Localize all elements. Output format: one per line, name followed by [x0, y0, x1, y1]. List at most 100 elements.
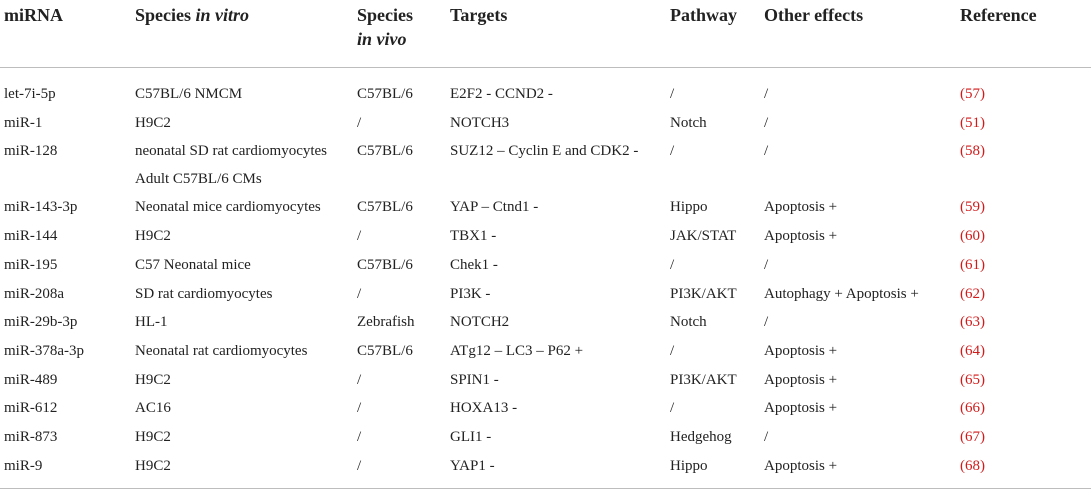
cell-mirna: miR-144 [4, 228, 58, 245]
cell-targets: E2F2 - CCND2 - [450, 86, 553, 102]
table-row: miR-1 H9C2 / NOTCH3 Notch / (51) [0, 114, 1091, 142]
cell-reference: (65) [960, 371, 985, 388]
table-row: miR-144 H9C2 / TBX1 - JAK/STAT Apoptosis + (60… [0, 227, 1091, 255]
cell-mirna: miR-128 [4, 143, 58, 160]
cell-pathway: / [670, 400, 675, 417]
cell-pathway: Hedgehog [670, 429, 732, 445]
cell-targets: NOTCH2 [450, 314, 510, 331]
table-row: miR-143-3p Neonatal mice cardiomyocytes C5… [0, 198, 1091, 226]
header-other-effects: Other effects [764, 5, 864, 25]
cell-targets: YAP1 - [450, 457, 495, 474]
cell-species-in-vitro: HL-1 [135, 314, 168, 331]
cell-pathway: Hippo [670, 457, 708, 474]
cell-mirna: miR-208a [4, 285, 64, 302]
header-pathway: Pathway [670, 5, 737, 25]
cell-reference: (62) [960, 285, 985, 302]
cell-pathway: / [670, 86, 675, 102]
cell-mirna: miR-612 [4, 400, 58, 417]
cell-species-in-vivo: / [357, 429, 362, 445]
cell-species-in-vitro: C57 Neonatal mice [135, 256, 251, 273]
cell-other-effects: / [764, 429, 769, 445]
cell-other-effects: Apoptosis + [764, 400, 838, 417]
cell-targets: SUZ12 – Cyclin E and CDK2 - [450, 143, 639, 160]
cell-targets: Chek1 - [450, 256, 498, 273]
cell-other-effects: Apoptosis + [764, 371, 838, 388]
cell-targets: PI3K - [450, 285, 491, 302]
table-row: miR-128 neonatal SD rat cardiomyocytes C57… [0, 142, 1091, 187]
cell-mirna: let-7i-5p [4, 86, 56, 102]
cell-species-in-vitro-line2: Adult C57BL/6 CMs [135, 171, 262, 188]
cell-mirna: miR-29b-3p [4, 314, 78, 331]
cell-pathway: PI3K/AKT [670, 371, 737, 388]
cell-pathway: JAK/STAT [670, 228, 737, 245]
cell-species-in-vivo: / [357, 457, 362, 474]
cell-species-in-vitro: H9C2 [135, 228, 171, 245]
cell-mirna: miR-489 [4, 371, 58, 388]
cell-reference: (66) [960, 400, 985, 417]
cell-targets: TBX1 - [450, 228, 497, 245]
cell-other-effects: / [764, 314, 769, 331]
cell-reference: (59) [960, 199, 985, 216]
cell-reference: (60) [960, 228, 985, 245]
cell-species-in-vitro: H9C2 [135, 371, 171, 388]
cell-reference: (64) [960, 342, 985, 359]
cell-targets: YAP – Ctnd1 - [450, 199, 539, 216]
cell-targets: ATg12 – LC3 – P62 + [450, 342, 584, 359]
cell-mirna: miR-9 [4, 457, 43, 474]
cell-other-effects: / [764, 256, 769, 273]
cell-reference: (58) [960, 143, 985, 160]
cell-species-in-vivo: / [357, 371, 362, 388]
cell-mirna: miR-873 [4, 429, 58, 445]
cell-species-in-vitro: Neonatal rat cardiomyocytes [135, 342, 308, 359]
cell-reference: (51) [960, 114, 985, 131]
cell-species-in-vitro: C57BL/6 NMCM [135, 86, 243, 102]
table-row: miR-9 H9C2 / YAP1 - Hippo Apoptosis + (68) [0, 457, 1091, 485]
table-header: miRNA Species in vitro Species in vivo Ta… [0, 0, 1091, 68]
header-reference: Reference [960, 5, 1037, 25]
cell-species-in-vitro: H9C2 [135, 114, 171, 131]
table-row: miR-195 C57 Neonatal mice C57BL/6 Chek1 - / /… [0, 256, 1091, 284]
cell-pathway: Notch [670, 114, 707, 131]
cell-species-in-vivo: / [357, 285, 362, 302]
table-row: let-7i-5p C57BL/6 NMCM C57BL/6 E2F2 - CCND2… [0, 85, 1091, 113]
cell-targets: SPIN1 - [450, 371, 499, 388]
cell-species-in-vitro: H9C2 [135, 429, 171, 445]
cell-species-in-vivo: C57BL/6 [357, 199, 413, 216]
cell-reference: (63) [960, 314, 985, 331]
table-row: miR-612 AC16 / HOXA13 - / Apoptosis + (66) [0, 399, 1091, 427]
cell-reference: (67) [960, 429, 985, 445]
cell-other-effects: / [764, 114, 769, 131]
header-species-in-vivo: Species in vivo [357, 5, 413, 49]
cell-other-effects: Apoptosis + [764, 342, 838, 359]
cell-targets: GLI1 - [450, 429, 492, 445]
header-rule [0, 67, 1091, 68]
cell-mirna: miR-143-3p [4, 199, 78, 216]
cell-species-in-vivo: C57BL/6 [357, 342, 413, 359]
cell-pathway: / [670, 342, 675, 359]
cell-targets: NOTCH3 [450, 114, 510, 131]
cell-species-in-vivo: / [357, 400, 362, 417]
cell-reference: (57) [960, 86, 985, 102]
cell-species-in-vivo: C57BL/6 [357, 143, 413, 160]
cell-species-in-vitro: Neonatal mice cardiomyocytes [135, 199, 321, 216]
cell-species-in-vivo: / [357, 114, 362, 131]
table-row: miR-208a SD rat cardiomyocytes / PI3K - PI3K… [0, 285, 1091, 313]
header-species-in-vitro: Species in vitro [135, 5, 250, 25]
header-mirna: miRNA [4, 5, 63, 25]
cell-other-effects: Apoptosis + [764, 228, 838, 245]
header-targets: Targets [450, 5, 508, 25]
cell-other-effects: Apoptosis + [764, 457, 838, 474]
cell-other-effects: Apoptosis + [764, 199, 838, 216]
cell-mirna: miR-195 [4, 256, 58, 273]
cell-mirna: miR-1 [4, 114, 43, 131]
cell-other-effects: Autophagy + Apoptosis + [764, 285, 919, 302]
table-row: miR-873 H9C2 / GLI1 - Hedgehog / (67) [0, 428, 1091, 456]
cell-species-in-vivo: C57BL/6 [357, 256, 413, 273]
cell-species-in-vivo: Zebrafish [357, 314, 415, 331]
cell-pathway: Notch [670, 314, 707, 331]
cell-pathway: / [670, 143, 675, 160]
cell-species-in-vivo: C57BL/6 [357, 86, 413, 102]
cell-pathway: PI3K/AKT [670, 285, 737, 302]
table-row: miR-489 H9C2 / SPIN1 - PI3K/AKT Apoptosis + (6… [0, 371, 1091, 399]
cell-species-in-vivo: / [357, 228, 362, 245]
